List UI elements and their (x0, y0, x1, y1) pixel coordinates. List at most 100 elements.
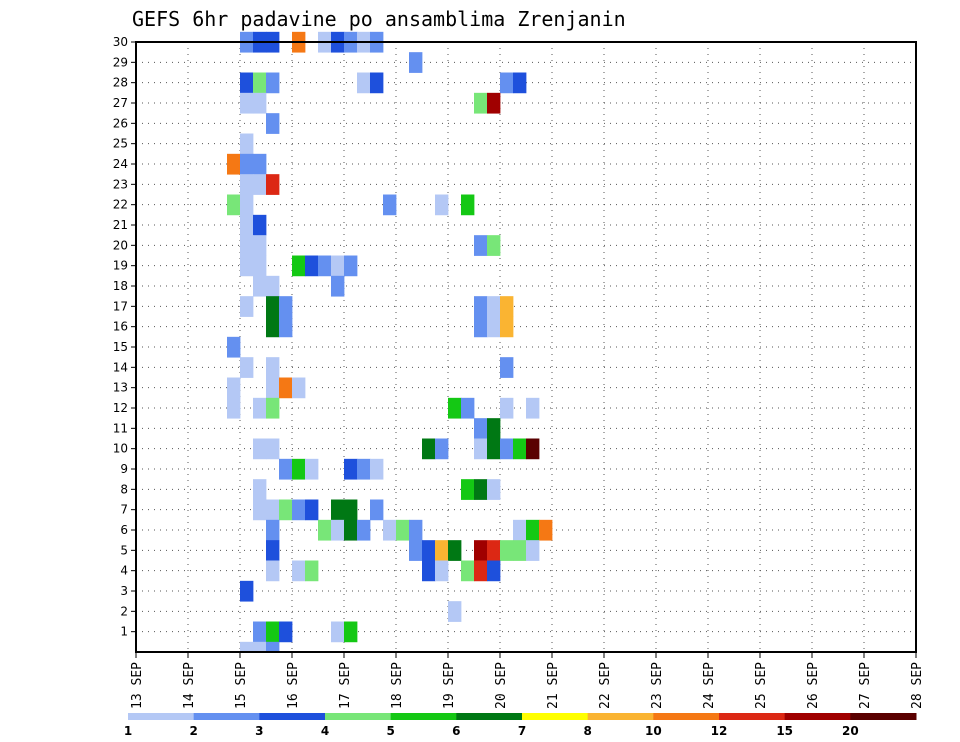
y-tick-label: 9 (120, 462, 128, 476)
heatmap-cell (266, 72, 280, 94)
heatmap-cell (474, 235, 488, 256)
heatmap-cell (279, 316, 293, 338)
heatmap-cell (487, 479, 501, 500)
heatmap-cell (253, 641, 267, 652)
y-tick-label: 26 (113, 116, 128, 130)
y-tick-label: 16 (113, 320, 128, 334)
heatmap-cell (526, 397, 540, 419)
heatmap-cell (396, 519, 410, 541)
heatmap-cell (435, 560, 449, 582)
color-legend: 1 2 3 4 5 6 7 8 10 12 15 20 (124, 713, 917, 738)
heatmap-cell (331, 275, 345, 297)
heatmap-cell (266, 540, 280, 561)
heatmap-cell (487, 235, 501, 256)
heatmap-cell (461, 194, 475, 216)
heatmap-cell (266, 519, 280, 541)
x-tick-label: 20 SEP (494, 662, 509, 709)
x-tick-label: 16 SEP (286, 662, 301, 709)
heatmap-cell (253, 153, 267, 175)
legend-color-swatch (522, 713, 589, 720)
heatmap-cell (422, 540, 436, 561)
heatmap-cell (331, 621, 345, 643)
heatmap-cell (227, 336, 241, 358)
y-tick-label: 13 (113, 381, 128, 395)
heatmap-cell (500, 397, 514, 419)
heatmap-cell (448, 601, 462, 622)
heatmap-cell (500, 296, 514, 317)
y-tick-label: 1 (120, 625, 128, 639)
heatmap-cell (240, 235, 254, 256)
x-tick-label: 14 SEP (182, 662, 197, 709)
heatmap-cell (279, 377, 293, 399)
heatmap-cell (240, 174, 254, 195)
heatmap-cell (253, 621, 267, 643)
heatmap-cell (448, 397, 462, 419)
y-tick-label: 19 (113, 259, 128, 273)
heatmap-cell (305, 499, 319, 521)
heatmap-cell (500, 540, 514, 561)
heatmap-cell (279, 458, 293, 480)
heatmap-cell (318, 519, 332, 541)
heatmap-cell (240, 72, 254, 94)
heatmap-cell (487, 316, 501, 338)
y-tick-label: 25 (113, 137, 128, 151)
heatmap-cell (461, 397, 475, 419)
heatmap-cell (279, 296, 293, 317)
heatmap-cell (409, 519, 423, 541)
heatmap-cell (500, 316, 514, 338)
heatmap-cell (370, 72, 384, 94)
heatmap-cell (526, 519, 540, 541)
heatmap-cell (331, 499, 345, 521)
heatmap-cell (435, 194, 449, 216)
heatmap-cell (253, 214, 267, 236)
x-tick-label: 15 SEP (234, 662, 249, 709)
heatmap-cell (474, 418, 488, 439)
heatmap-cell (305, 255, 319, 277)
heatmap-cell (474, 296, 488, 317)
legend-threshold-label: 4 (321, 724, 329, 738)
heatmap-cell (461, 479, 475, 500)
heatmap-cell (266, 397, 280, 419)
heatmap-cell (227, 397, 241, 419)
y-tick-label: 15 (113, 340, 128, 354)
heatmap-cell (487, 560, 501, 582)
legend-threshold-label: 8 (583, 724, 591, 738)
heatmap-cell (292, 458, 306, 480)
legend-threshold-label: 6 (452, 724, 460, 738)
y-tick-label: 6 (120, 523, 128, 537)
heatmap-cell (266, 377, 280, 399)
heatmap-cell (357, 458, 371, 480)
heatmap-cell (253, 479, 267, 500)
y-tick-label: 24 (113, 157, 128, 171)
y-tick-label: 4 (120, 564, 128, 578)
y-tick-label: 11 (113, 421, 128, 435)
heatmap-cell (539, 519, 553, 541)
x-tick-label: 22 SEP (598, 662, 613, 709)
heatmap-cell (513, 72, 527, 94)
legend-threshold-label: 15 (776, 724, 793, 738)
heatmap-cell (344, 519, 358, 541)
heatmap-cell (331, 519, 345, 541)
legend-threshold-label: 12 (711, 724, 728, 738)
heatmap-cell (227, 377, 241, 399)
heatmap-cell (487, 418, 501, 439)
heatmap-cell (292, 560, 306, 582)
x-tick-label: 24 SEP (702, 662, 717, 709)
heatmap-cell (474, 316, 488, 338)
heatmap-cell (227, 194, 241, 216)
y-tick-label: 7 (120, 503, 128, 517)
heatmap-cell (240, 92, 254, 114)
legend-color-swatch (128, 713, 195, 720)
legend-color-swatch (850, 713, 917, 720)
y-tick-label: 8 (120, 482, 128, 496)
heatmap-cell (253, 438, 267, 460)
heatmap-cell (409, 540, 423, 561)
x-tick-label: 26 SEP (806, 662, 821, 709)
heatmap-cell (266, 621, 280, 643)
heatmap-cell (331, 255, 345, 277)
heatmap-cell (344, 621, 358, 643)
legend-threshold-label: 2 (189, 724, 197, 738)
heatmap-cell (240, 255, 254, 277)
heatmap-cell (266, 641, 280, 652)
y-tick-label: 23 (113, 177, 128, 191)
